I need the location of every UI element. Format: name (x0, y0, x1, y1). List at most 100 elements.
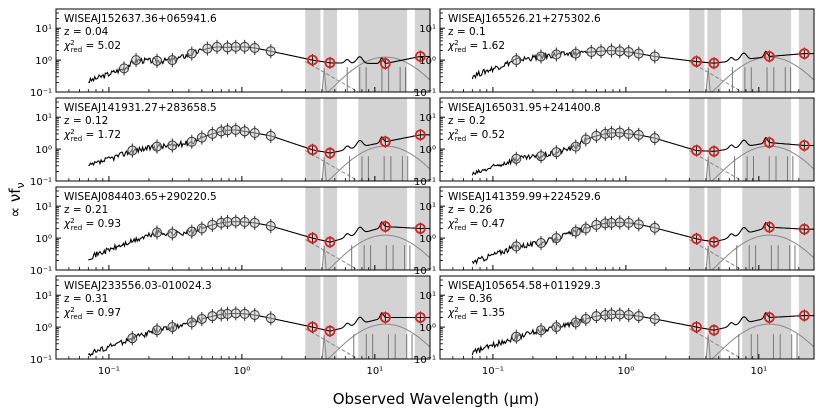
panel-plot-area (88, 98, 430, 181)
source-name: WISEAJ141931.27+283658.5 (64, 102, 217, 114)
dust-component (705, 234, 814, 270)
sed-panel: 10¹ 10⁰ 10⁻¹ WISEAJ141931.27+283658.5z = 0.… (30, 97, 431, 188)
y-tick-label: 10¹ (35, 24, 52, 35)
photometry-point (511, 331, 522, 342)
photometry-point (222, 308, 233, 319)
chi2-value: = 0.52 (466, 129, 505, 141)
chi2-label: χ2 red = 1.62 (447, 39, 505, 54)
wise-band (689, 276, 705, 359)
wise-point (379, 312, 391, 323)
chi2-sub: red (71, 224, 82, 232)
y-tick-label: 10⁰ (419, 323, 436, 334)
photometry-point (265, 220, 276, 231)
redshift-label: z = 0.26 (448, 204, 493, 216)
photometry-point (265, 130, 276, 141)
chi2-sup: 2 (70, 128, 74, 136)
photometry-point (249, 217, 260, 228)
photometry-point (211, 41, 222, 52)
y-tick-label: 10⁰ (35, 323, 52, 334)
photometry-point (222, 125, 233, 136)
chi2-symbol: χ (447, 307, 455, 319)
photometry-point (591, 219, 602, 230)
photometry-point (207, 311, 218, 322)
photometry-point (580, 313, 591, 324)
photometry-point (152, 141, 163, 152)
source-name: WISEAJ152637.36+065941.6 (64, 13, 217, 25)
photometry-point (580, 223, 591, 234)
chi2-label: χ2 red = 1.35 (447, 306, 505, 321)
y-tick-label: 10⁰ (419, 234, 436, 245)
wise-point (324, 57, 336, 69)
source-name: WISEAJ084403.65+290220.5 (64, 191, 217, 203)
redshift-label: z = 0.04 (64, 26, 109, 38)
photometry-point (230, 216, 241, 227)
photometry-point (196, 313, 207, 324)
photometry-point (614, 127, 625, 138)
sed-panel: 10¹ 10⁰ 10⁻¹ WISEAJ084403.65+290220.5z = 0.… (30, 186, 431, 277)
photometry-point (551, 147, 562, 158)
y-tick-label: 10¹ (35, 291, 52, 302)
chi2-value: = 0.47 (466, 218, 505, 230)
y-tick-label: 10¹ (419, 24, 436, 35)
photometry-point (570, 141, 581, 152)
redshift-label: z = 0.2 (448, 115, 486, 127)
y-axis-label-sub: ν (14, 182, 27, 188)
photometry-point (511, 55, 522, 66)
wise-point (379, 136, 391, 148)
dust-component (705, 145, 814, 181)
wise-point (763, 51, 775, 62)
chi2-sup: 2 (454, 39, 458, 47)
wise-point (798, 48, 810, 59)
source-name: WISEAJ141359.99+224529.6 (448, 191, 601, 203)
chi2-value: = 1.35 (466, 307, 505, 319)
wise-point (307, 54, 318, 66)
wise-point (307, 144, 318, 156)
panel-plot-area (88, 9, 430, 92)
panel-plot-area (87, 276, 430, 359)
chi2-sup: 2 (454, 306, 458, 314)
photometry-point (551, 322, 562, 333)
photometry-point (207, 219, 218, 230)
chi2-sub: red (455, 224, 466, 232)
x-tick-label: 10⁰ (618, 366, 635, 377)
photometry-point (551, 49, 562, 60)
photometry-point (536, 238, 547, 249)
chi2-sup: 2 (70, 217, 74, 225)
chi2-symbol: χ (447, 218, 455, 230)
y-tick-label: 10⁰ (419, 145, 436, 156)
redshift-label: z = 0.1 (448, 26, 486, 38)
redshift-label: z = 0.36 (448, 293, 493, 305)
wise-point (414, 129, 426, 141)
sed-panel: 10¹ 10⁰ 10⁻¹ WISEAJ141359.99+224529.6z = 0.… (414, 186, 815, 277)
x-tick-label: 10⁻¹ (98, 366, 120, 377)
source-name: WISEAJ233556.03-010024.3 (64, 280, 212, 292)
photometry-point (614, 309, 625, 320)
photometry-point (152, 227, 163, 238)
dust-component (705, 56, 814, 92)
photometry-point (167, 55, 178, 66)
wise-point (307, 232, 318, 244)
chi2-sub: red (71, 46, 82, 54)
y-tick-label: 10⁻¹ (30, 266, 52, 277)
wise-band (305, 9, 321, 92)
y-tick-label: 10⁻¹ (414, 266, 436, 277)
wise-band (798, 187, 814, 270)
photometry-point (591, 130, 602, 141)
wise-band (305, 276, 321, 359)
wise-point (307, 321, 318, 333)
photometry-point (131, 55, 142, 66)
photometry-point (167, 322, 178, 333)
photometry-point (167, 228, 178, 239)
wise-point (324, 236, 336, 248)
wise-band (305, 98, 321, 181)
photometry-point (230, 308, 241, 319)
wise-point (691, 233, 702, 245)
wise-point (708, 324, 720, 336)
y-tick-label: 10¹ (419, 113, 436, 124)
wise-band (689, 9, 705, 92)
y-axis-label: ∝ νfν (6, 182, 27, 217)
source-name: WISEAJ105654.58+011929.3 (448, 280, 601, 292)
chi2-value: = 0.93 (82, 218, 121, 230)
photometry-point (623, 128, 634, 139)
wise-point (324, 147, 336, 159)
